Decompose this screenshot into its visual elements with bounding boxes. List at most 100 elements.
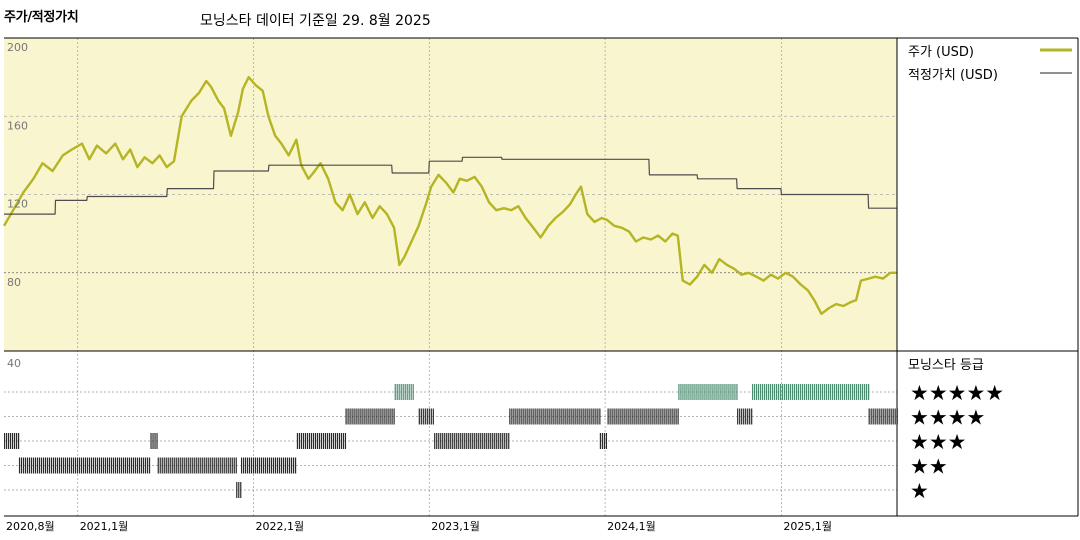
- rating-bar-tick: [559, 408, 561, 425]
- rating-bar-tick: [649, 408, 651, 425]
- rating-bar-tick: [318, 433, 321, 449]
- rating-bar-tick: [784, 384, 786, 400]
- rating-bar-tick: [561, 408, 563, 425]
- x-date-label: 2022,1월: [256, 520, 305, 533]
- rating-bar-tick: [436, 433, 438, 449]
- rating-bar-tick: [543, 408, 545, 425]
- rating-bar-tick: [745, 408, 747, 425]
- rating-bar-tick: [549, 408, 551, 425]
- rating-bar-tick: [603, 433, 606, 449]
- rating-bar-tick: [201, 457, 203, 474]
- rating-bar-tick: [535, 408, 537, 425]
- rating-bar-tick: [272, 457, 275, 474]
- rating-bar-tick: [806, 384, 808, 400]
- rating-bar-tick: [235, 457, 237, 474]
- rating-bar-tick: [808, 384, 810, 400]
- rating-bar-tick: [66, 457, 69, 474]
- rating-bar-tick: [260, 457, 263, 474]
- rating-bar-tick: [84, 457, 87, 474]
- rating-bar-tick: [112, 457, 115, 474]
- rating-bar-tick: [675, 408, 677, 425]
- rating-bar-tick: [100, 457, 103, 474]
- rating-bar-tick: [106, 457, 109, 474]
- rating-bar-tick: [870, 408, 872, 425]
- x-date-label: 2025,1월: [783, 520, 832, 533]
- rating-bar-tick: [250, 457, 253, 474]
- rating-bar-tick: [207, 457, 209, 474]
- rating-bar-tick: [472, 433, 474, 449]
- rating-bar-tick: [215, 457, 217, 474]
- rating-bar-tick: [36, 457, 39, 474]
- rating-bar-tick: [591, 408, 593, 425]
- rating-bar-tick: [24, 457, 27, 474]
- rating-bar-tick: [122, 457, 125, 474]
- rating-bar-tick: [381, 408, 383, 425]
- rating-bar-tick: [523, 408, 525, 425]
- rating-bar-tick: [629, 408, 631, 425]
- rating-bar-tick: [736, 384, 738, 400]
- rating-bar-tick: [136, 457, 139, 474]
- rating-bar-tick: [96, 457, 99, 474]
- rating-bar-tick: [324, 433, 327, 449]
- x-date-label: 2024,1월: [607, 520, 656, 533]
- rating-bar-tick: [134, 457, 137, 474]
- rating-bar-tick: [661, 408, 663, 425]
- rating-bar-tick: [394, 384, 396, 400]
- rating-bar-tick: [509, 408, 511, 425]
- rating-bar-tick: [854, 384, 856, 400]
- rating-bar-tick: [720, 384, 722, 400]
- rating-bar-tick: [391, 408, 393, 425]
- rating-bar-tick: [704, 384, 706, 400]
- rating-bar-tick: [185, 457, 187, 474]
- rating-bar-tick: [587, 408, 589, 425]
- rating-bar-tick: [545, 408, 547, 425]
- rating-bar-tick: [290, 457, 293, 474]
- rating-bar-tick: [189, 457, 191, 474]
- rating-bar-tick: [175, 457, 177, 474]
- rating-bar-tick: [677, 408, 679, 425]
- rating-bar-tick: [12, 433, 14, 449]
- rating-bar-tick: [665, 408, 667, 425]
- rating-bar-tick: [706, 384, 708, 400]
- rating-bar-tick: [282, 457, 285, 474]
- rating-bar-tick: [541, 408, 543, 425]
- rating-bar-tick: [601, 433, 604, 449]
- rating-bar-tick: [882, 408, 884, 425]
- rating-bar-tick: [92, 457, 95, 474]
- rating-bar-tick: [225, 457, 227, 474]
- rating-bar-tick: [716, 384, 718, 400]
- rating-bar-tick: [448, 433, 450, 449]
- rating-bar-tick: [812, 384, 814, 400]
- rating-bar-tick: [48, 457, 51, 474]
- rating-bar-tick: [627, 408, 629, 425]
- rating-bar-tick: [60, 457, 63, 474]
- rating-bar-tick: [169, 457, 171, 474]
- rating-bar-tick: [248, 457, 251, 474]
- rating-bar-tick: [611, 408, 613, 425]
- rating-bar-tick: [710, 384, 712, 400]
- rating-bar-tick: [199, 457, 201, 474]
- rating-bar-tick: [728, 384, 730, 400]
- rating-bar-tick: [659, 408, 661, 425]
- rating-bar-tick: [848, 384, 850, 400]
- rating-bar-tick: [227, 457, 229, 474]
- rating-bar-tick: [796, 384, 798, 400]
- rating-bar-tick: [521, 408, 523, 425]
- rating-bar-tick: [86, 457, 89, 474]
- rating-bar-tick: [58, 457, 61, 474]
- rating-bar-tick: [217, 457, 219, 474]
- rating-bar-tick: [118, 457, 121, 474]
- rating-bar-tick: [385, 408, 387, 425]
- rating-bar-tick: [537, 408, 539, 425]
- rating-bar-tick: [74, 457, 77, 474]
- rating-bar-tick: [70, 457, 73, 474]
- rating-bar-tick: [623, 408, 625, 425]
- rating-bar-tick: [718, 384, 720, 400]
- rating-bar-tick: [696, 384, 698, 400]
- rating-bar-tick: [615, 408, 617, 425]
- rating-bar-tick: [486, 433, 488, 449]
- rating-bar-tick: [557, 408, 559, 425]
- rating-bar-tick: [156, 433, 158, 449]
- rating-bar-tick: [342, 433, 345, 449]
